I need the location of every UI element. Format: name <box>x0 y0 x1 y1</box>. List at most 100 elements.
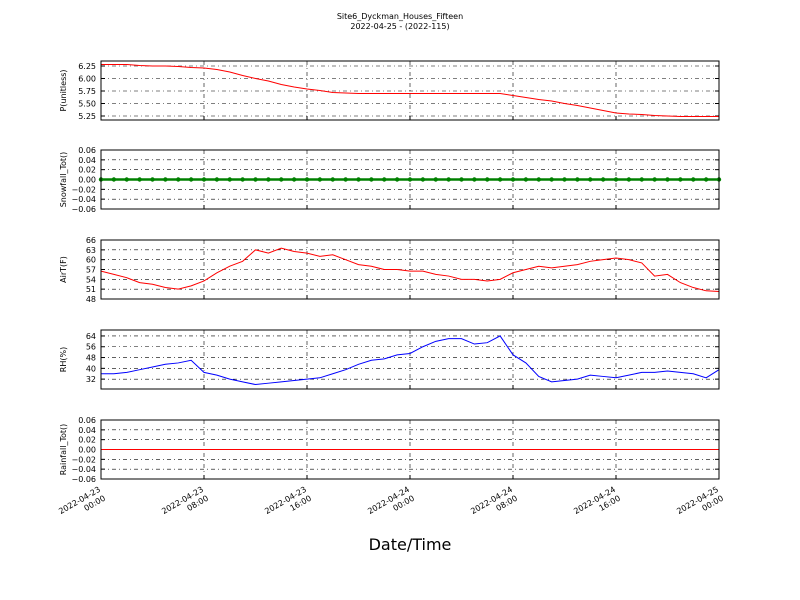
y-axis-label: AirT(F) <box>59 256 68 283</box>
data-point <box>240 177 245 182</box>
x-tick-label: 2022-04-2300:00 <box>57 485 107 525</box>
y-tick-label: 6.25 <box>78 62 96 71</box>
data-line <box>100 247 720 292</box>
y-tick-label: −0.02 <box>71 185 96 194</box>
y-tick-label: 0.06 <box>78 146 96 155</box>
data-point <box>639 177 644 182</box>
data-point <box>188 177 194 182</box>
x-tick-label: 2022-04-2400:00 <box>366 485 416 525</box>
y-tick-label: 0.00 <box>78 176 96 185</box>
y-axis-label: Rainfall_Tot() <box>59 424 68 476</box>
data-point <box>703 177 709 182</box>
data-point <box>562 177 567 182</box>
plot-frame <box>100 329 720 390</box>
y-tick-label: 5.50 <box>78 100 96 109</box>
y-tick-label: 48 <box>86 354 96 363</box>
data-point <box>497 177 503 182</box>
plot-frame <box>100 149 720 210</box>
data-point <box>163 177 168 182</box>
x-tick-label: 2022-04-2500:00 <box>675 485 725 525</box>
data-point <box>111 177 117 182</box>
data-point <box>600 177 606 182</box>
data-point <box>459 177 464 182</box>
chart-title: Site6_Dyckman_Houses_Fifteen <box>337 12 463 21</box>
data-point <box>613 177 619 182</box>
y-tick-label: 5.25 <box>78 112 96 121</box>
data-point <box>176 177 181 182</box>
data-point <box>291 177 297 182</box>
data-point <box>575 177 580 182</box>
data-point <box>304 177 310 182</box>
y-axis-label: RH(%) <box>59 347 68 372</box>
data-point <box>227 177 232 182</box>
data-point <box>691 177 696 182</box>
data-point <box>446 177 451 182</box>
y-tick-label: 32 <box>86 375 96 384</box>
data-point <box>253 177 258 182</box>
x-tick-label: 2022-04-2308:00 <box>160 485 210 525</box>
y-tick-label: −0.04 <box>71 195 96 204</box>
y-tick-label: 57 <box>86 266 96 275</box>
data-point <box>201 177 207 182</box>
y-tick-label: 64 <box>86 332 96 341</box>
data-point <box>214 177 220 182</box>
x-tick-label: 2022-04-2408:00 <box>469 485 519 525</box>
y-tick-label: 0.04 <box>78 156 96 165</box>
data-point <box>407 177 413 182</box>
data-point <box>124 177 129 182</box>
y-axis-label: P(unitless) <box>59 69 68 111</box>
y-axis-label: Snowfall_Tot() <box>59 152 68 208</box>
y-tick-label: 0.04 <box>78 426 96 435</box>
y-tick-label: 0.02 <box>78 436 96 445</box>
y-tick-label: 5.75 <box>78 87 96 96</box>
data-point <box>382 177 387 182</box>
y-tick-label: 0.06 <box>78 416 96 425</box>
data-point <box>523 177 529 182</box>
y-tick-label: 51 <box>86 285 96 294</box>
data-point <box>394 177 400 182</box>
plot-frame <box>100 419 720 480</box>
data-point <box>510 177 516 182</box>
y-tick-label: −0.06 <box>71 475 96 484</box>
x-axis-label: Date/Time <box>369 535 452 554</box>
data-point <box>356 177 361 182</box>
data-point <box>536 177 541 182</box>
data-point <box>369 177 374 182</box>
y-tick-label: 0.00 <box>78 446 96 455</box>
data-point <box>420 177 426 182</box>
y-tick-label: 63 <box>86 246 96 255</box>
x-tick-label: 2022-04-2416:00 <box>572 485 622 525</box>
data-line <box>101 335 720 386</box>
y-tick-label: −0.02 <box>71 455 96 464</box>
y-tick-label: 66 <box>86 236 96 245</box>
plot-frame <box>100 60 720 121</box>
y-tick-label: 0.02 <box>78 166 96 175</box>
data-point <box>472 177 477 182</box>
y-tick-label: 54 <box>86 275 96 284</box>
y-tick-label: 6.00 <box>78 75 96 84</box>
data-point <box>485 177 490 182</box>
data-point <box>150 177 155 182</box>
y-tick-label: 56 <box>86 343 96 352</box>
data-point <box>678 177 683 182</box>
chart-subtitle: 2022-04-25 - (2022-115) <box>350 22 449 31</box>
data-point <box>549 177 554 182</box>
y-tick-label: −0.06 <box>71 205 96 214</box>
data-point <box>665 177 670 182</box>
data-point <box>266 177 271 182</box>
data-point <box>330 177 335 182</box>
data-point <box>343 177 348 182</box>
x-tick-label: 2022-04-2316:00 <box>263 485 313 525</box>
plot-frame <box>100 239 720 300</box>
y-tick-label: 48 <box>86 295 96 304</box>
data-point <box>626 177 632 182</box>
data-point <box>652 177 657 182</box>
data-point <box>317 177 323 182</box>
data-line <box>101 64 719 117</box>
data-point <box>588 177 593 182</box>
y-tick-label: 60 <box>86 256 96 265</box>
data-point <box>433 177 438 182</box>
data-point <box>279 177 284 182</box>
y-tick-label: −0.04 <box>71 465 96 474</box>
